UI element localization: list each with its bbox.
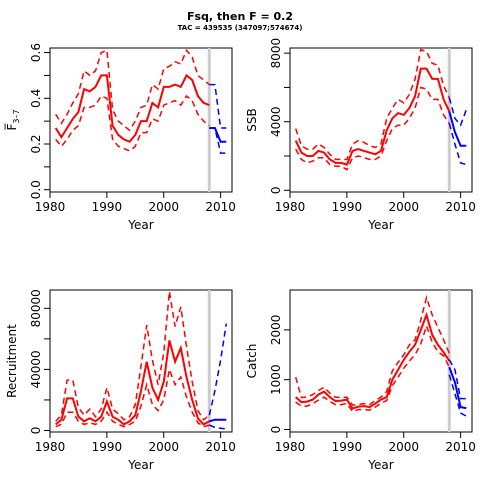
catch-x-tick-label: 1980 — [275, 440, 306, 454]
catch-y-tick-label: 1000 — [269, 364, 283, 395]
catch-y-tick-label: 0 — [269, 426, 283, 434]
catch-y-tick-label: 2000 — [269, 315, 283, 346]
recruitment-y-axis-label: Recruitment — [5, 324, 19, 398]
ssb-y-tick-label: 4000 — [269, 106, 283, 137]
ssb-projection-lower-line — [448, 123, 467, 166]
ssb-x-axis-label: Year — [367, 218, 393, 232]
recruitment-projection-lower-line — [209, 424, 227, 430]
f-x-tick-label: 1990 — [92, 200, 123, 214]
f-history-lower-line — [55, 94, 210, 152]
ssb-projection-upper-line — [448, 97, 468, 127]
recruitment-history-lower-line — [55, 366, 210, 428]
catch-history-median-line — [295, 311, 451, 410]
recruitment-y-tick-label: 0 — [29, 427, 43, 435]
ssb-y-tick-label: 0 — [269, 186, 283, 194]
f-y-axis-label: F̅3–7 — [4, 109, 21, 130]
recruitment-projection-upper-line — [208, 323, 228, 416]
recruitment-y-tick-label: 40000 — [29, 350, 43, 388]
ssb-x-tick-label: 2010 — [445, 200, 476, 214]
ssb-history-lower-line — [295, 86, 450, 171]
f-x-tick-label: 2010 — [205, 200, 236, 214]
recruitment-x-tick-label: 1990 — [92, 440, 123, 454]
figure-title: Fsq, then F = 0.2 — [187, 10, 293, 23]
f-history-upper-line — [55, 48, 210, 132]
catch-panel: 1980 1990 2000 2010 0 1000 2000 Year Catch — [245, 289, 476, 472]
f-x-tick-label: 2000 — [148, 200, 179, 214]
catch-plot-frame — [289, 289, 473, 433]
catch-x-tick-label: 1990 — [332, 440, 363, 454]
f-y-tick-label: 0.4 — [29, 89, 43, 108]
recruitment-x-tick-label: 1980 — [35, 440, 66, 454]
catch-y-axis-label: Catch — [245, 344, 259, 379]
ssb-x-tick-label: 2000 — [388, 200, 419, 214]
recruitment-y-tick-label: 80000 — [29, 289, 43, 327]
ssb-history-median-line — [294, 67, 451, 166]
ssb-x-tick-label: 1980 — [275, 200, 306, 214]
ssb-projection-median-line — [448, 111, 467, 147]
f-plot-frame — [49, 47, 233, 193]
f-history-median-line — [54, 73, 210, 143]
ssb-plot-frame — [289, 47, 473, 193]
f-projection-median-line — [209, 127, 227, 143]
ssb-y-axis-label: SSB — [245, 108, 259, 131]
recruitment-x-tick-label: 2010 — [205, 440, 236, 454]
catch-projection-median-line — [448, 366, 467, 410]
recruitment-history-median-line — [55, 340, 210, 426]
figure-subtitle: TAC = 439535 (347097;574674) — [178, 24, 303, 32]
f-projection-lower-line — [209, 127, 227, 154]
recruitment-projection-median-line — [209, 418, 227, 423]
recruitment-history-upper-line — [55, 291, 210, 422]
f-panel: 1980 1990 2000 2010 0.0 0.2 0.4 0.6 Year F̅3–7 — [4, 43, 236, 232]
ssb-panel: 1980 1990 2000 2010 0 4000 8000 Year SSB — [245, 38, 476, 232]
f-y-tick-label: 0.2 — [29, 134, 43, 153]
f-y-tick-label: 0.0 — [29, 180, 43, 199]
recruitment-x-axis-label: Year — [127, 458, 153, 472]
ssb-y-tick-label: 8000 — [269, 38, 283, 69]
recruitment-plot-frame — [49, 289, 233, 433]
ssb-history-upper-line — [294, 48, 450, 161]
catch-x-tick-label: 2010 — [445, 440, 476, 454]
f-projection-upper-line — [209, 83, 227, 129]
catch-projection-lower-line — [448, 374, 467, 417]
recruitment-panel: 1980 1990 2000 2010 0 40000 80000 Year Recruitme… — [5, 289, 236, 472]
recruitment-x-tick-label: 2000 — [148, 440, 179, 454]
f-x-tick-label: 1980 — [35, 200, 66, 214]
f-x-axis-label: Year — [127, 218, 153, 232]
catch-history-upper-line — [294, 294, 450, 406]
catch-x-tick-label: 2000 — [388, 440, 419, 454]
catch-x-axis-label: Year — [367, 458, 393, 472]
catch-projection-upper-line — [448, 359, 467, 400]
ssb-x-tick-label: 1990 — [332, 200, 363, 214]
catch-history-lower-line — [295, 323, 450, 413]
f-y-tick-label: 0.6 — [29, 43, 43, 62]
